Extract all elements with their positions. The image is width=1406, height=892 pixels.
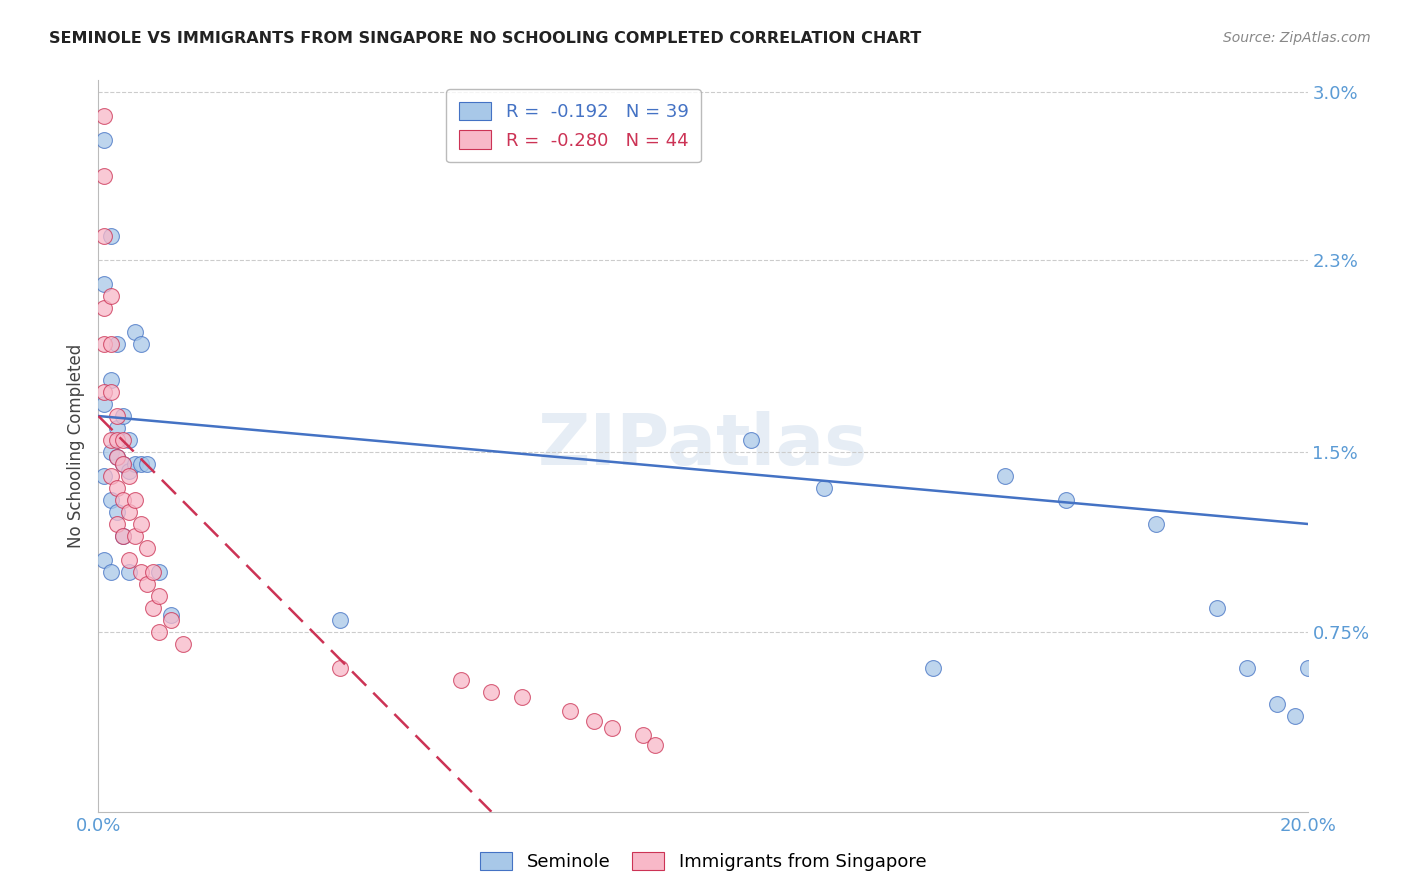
Y-axis label: No Schooling Completed: No Schooling Completed <box>66 344 84 548</box>
Point <box>105 505 128 519</box>
Point <box>135 577 157 591</box>
Point <box>100 229 122 244</box>
Point <box>105 450 128 464</box>
Point <box>118 464 141 478</box>
Point <box>100 373 122 387</box>
Point <box>740 433 762 447</box>
Point <box>100 469 122 483</box>
Point <box>510 690 533 704</box>
Point <box>921 661 943 675</box>
Point <box>100 337 122 351</box>
Point <box>105 516 128 531</box>
Point <box>93 109 115 123</box>
Point <box>813 481 835 495</box>
Point <box>100 433 122 447</box>
Point <box>118 469 141 483</box>
Point <box>994 469 1017 483</box>
Point <box>1144 516 1167 531</box>
Point <box>160 608 183 623</box>
Point <box>124 529 146 543</box>
Point <box>111 409 134 423</box>
Point <box>118 553 141 567</box>
Point <box>558 704 581 718</box>
Point <box>148 565 170 579</box>
Point <box>100 385 122 400</box>
Point <box>160 613 183 627</box>
Point <box>148 624 170 639</box>
Point <box>631 728 654 742</box>
Point <box>450 673 472 687</box>
Point <box>100 492 122 507</box>
Legend: R =  -0.192   N = 39, R =  -0.280   N = 44: R = -0.192 N = 39, R = -0.280 N = 44 <box>446 89 702 162</box>
Point <box>105 409 128 423</box>
Point <box>142 600 165 615</box>
Point <box>1206 600 1229 615</box>
Point <box>93 277 115 292</box>
Point <box>105 337 128 351</box>
Point <box>142 565 165 579</box>
Point <box>329 661 352 675</box>
Text: Source: ZipAtlas.com: Source: ZipAtlas.com <box>1223 31 1371 45</box>
Text: ZIPatlas: ZIPatlas <box>538 411 868 481</box>
Point <box>93 169 115 184</box>
Point <box>129 516 152 531</box>
Point <box>481 685 503 699</box>
Point <box>93 385 115 400</box>
Point <box>172 637 194 651</box>
Point <box>93 337 115 351</box>
Point <box>124 457 146 471</box>
Point <box>118 433 141 447</box>
Point <box>100 565 122 579</box>
Point <box>93 397 115 411</box>
Point <box>93 301 115 315</box>
Point <box>105 481 128 495</box>
Point <box>1054 492 1077 507</box>
Point <box>124 325 146 339</box>
Point <box>93 229 115 244</box>
Point <box>111 457 134 471</box>
Point <box>111 529 134 543</box>
Point <box>329 613 352 627</box>
Point <box>129 457 152 471</box>
Point <box>644 738 666 752</box>
Point <box>1296 661 1319 675</box>
Point <box>602 721 624 735</box>
Point <box>100 289 122 303</box>
Point <box>129 565 152 579</box>
Point <box>105 450 128 464</box>
Point <box>111 433 134 447</box>
Point <box>93 469 115 483</box>
Point <box>118 565 141 579</box>
Point <box>111 529 134 543</box>
Point <box>1284 708 1306 723</box>
Point <box>129 337 152 351</box>
Point <box>93 553 115 567</box>
Point <box>111 457 134 471</box>
Legend: Seminole, Immigrants from Singapore: Seminole, Immigrants from Singapore <box>472 845 934 879</box>
Point <box>1267 697 1289 711</box>
Point <box>105 421 128 435</box>
Point <box>93 133 115 147</box>
Point <box>148 589 170 603</box>
Point <box>100 445 122 459</box>
Point <box>135 457 157 471</box>
Point <box>1236 661 1258 675</box>
Point <box>124 492 146 507</box>
Point <box>135 541 157 555</box>
Point <box>111 492 134 507</box>
Point <box>105 433 128 447</box>
Point <box>583 714 606 728</box>
Text: SEMINOLE VS IMMIGRANTS FROM SINGAPORE NO SCHOOLING COMPLETED CORRELATION CHART: SEMINOLE VS IMMIGRANTS FROM SINGAPORE NO… <box>49 31 921 46</box>
Point <box>118 505 141 519</box>
